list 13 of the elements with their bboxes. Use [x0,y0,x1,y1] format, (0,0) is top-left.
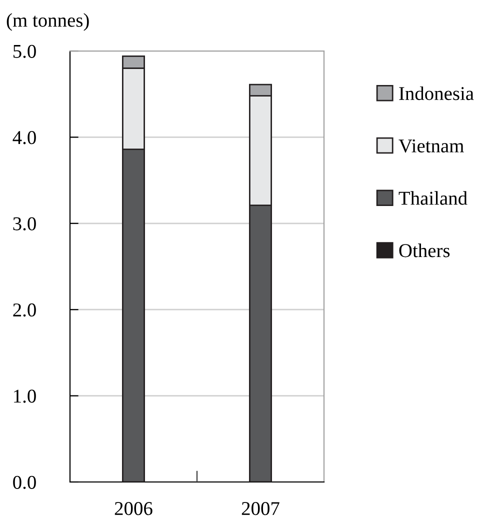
y-tick-label: 4.0 [12,131,36,144]
legend-label: Indonesia [399,86,474,100]
y-tick-label: 2.0 [13,303,36,317]
y-tick-label: 5.0 [13,44,36,58]
x-tick-label: 2007 [242,502,280,516]
legend-label: Vietnam [398,139,464,153]
y-tick-label: 1.0 [14,390,36,403]
legend-label: Thailand [398,191,468,205]
x-tick-label: 2006 [114,502,152,516]
y-tick-label: 0.0 [13,476,36,490]
legend-label: Others [399,244,450,258]
y-axis-title: (m tonnes) [6,13,89,31]
y-tick-label: 3.0 [13,217,36,230]
